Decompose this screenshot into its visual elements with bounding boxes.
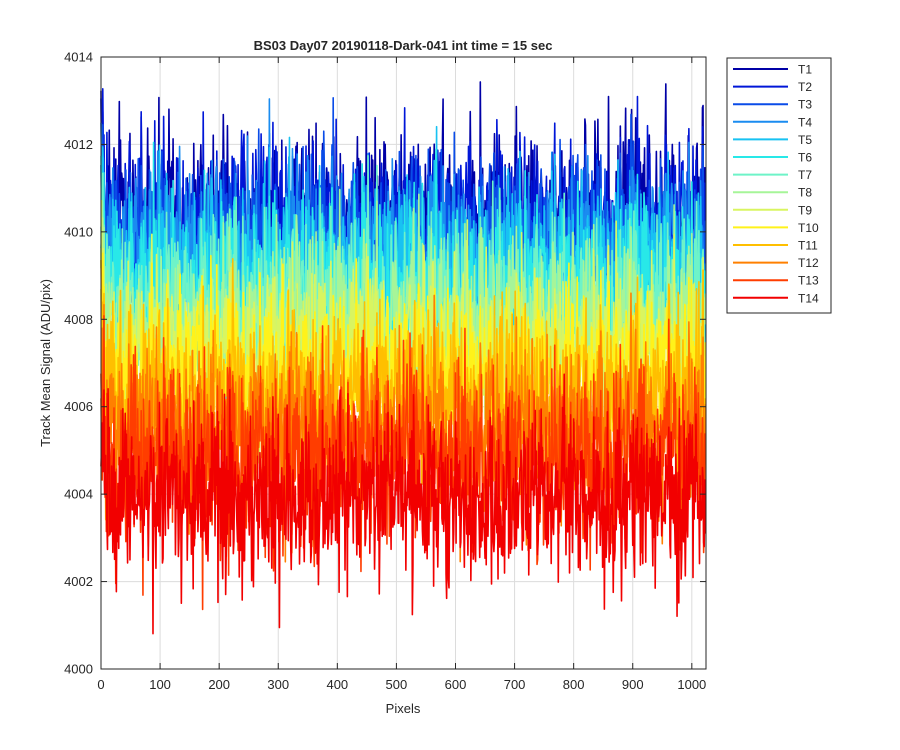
legend-label-t3: T3 bbox=[798, 98, 812, 112]
legend-label-t2: T2 bbox=[798, 80, 812, 94]
legend-label-t4: T4 bbox=[798, 115, 812, 129]
y-tick-label: 4010 bbox=[64, 224, 93, 239]
plot-area: 0 100 200 300 400 500 600 700 800 900 1000 4000400… bbox=[64, 50, 707, 692]
plot-frame bbox=[100, 56, 707, 670]
legend-label-t8: T8 bbox=[798, 186, 812, 200]
chart-title: BS03 Day07 20190118-Dark-041 int time = … bbox=[254, 38, 553, 53]
x-tick-label: 400 bbox=[326, 677, 348, 692]
y-tick-label: 4014 bbox=[64, 50, 93, 65]
x-tick-label: 500 bbox=[386, 677, 408, 692]
legend-label-t11: T11 bbox=[798, 239, 818, 253]
x-axis: 0 100 200 300 400 500 600 700 800 900 1000 bbox=[97, 57, 706, 692]
x-tick-label: 300 bbox=[267, 677, 289, 692]
y-tick-label: 4012 bbox=[64, 137, 93, 152]
x-tick-label: 0 bbox=[97, 677, 104, 692]
y-axis-label: Track Mean Signal (ADU/pix) bbox=[38, 279, 53, 447]
x-axis-label: Pixels bbox=[386, 701, 421, 716]
x-tick-label: 1000 bbox=[677, 677, 706, 692]
legend-label-t7: T7 bbox=[798, 168, 812, 182]
y-tick-label: 4004 bbox=[64, 487, 93, 502]
y-tick-label: 4000 bbox=[64, 662, 93, 677]
legend-label-t1: T1 bbox=[798, 63, 812, 77]
legend-items: T1 T2 T3 T4 T5 T6 T7 T8 T9 T10 T11 T12 T13 T14 bbox=[733, 63, 819, 305]
series-group bbox=[100, 81, 707, 635]
legend-label-t14: T14 bbox=[798, 291, 819, 305]
x-tick-label: 900 bbox=[622, 677, 644, 692]
y-axis: 4000 4002 4004 4006 4008 4010 4012 4014 bbox=[64, 50, 706, 677]
legend-label-t9: T9 bbox=[798, 203, 812, 217]
legend-label-t13: T13 bbox=[798, 274, 819, 288]
legend-box bbox=[726, 57, 832, 314]
y-tick-label: 4002 bbox=[64, 574, 93, 589]
legend-label-t10: T10 bbox=[798, 221, 819, 235]
x-tick-label: 700 bbox=[504, 677, 526, 692]
series-line-t14 bbox=[100, 373, 707, 635]
legend-label-t6: T6 bbox=[798, 151, 812, 165]
x-tick-label: 100 bbox=[149, 677, 171, 692]
x-tick-label: 800 bbox=[563, 677, 585, 692]
y-tick-label: 4008 bbox=[64, 312, 93, 327]
x-tick-label: 200 bbox=[208, 677, 230, 692]
legend: T1 T2 T3 T4 T5 T6 T7 T8 T9 T10 T11 T12 T13 T14 bbox=[726, 57, 832, 314]
x-tick-label: 600 bbox=[445, 677, 467, 692]
legend-label-t12: T12 bbox=[798, 256, 819, 270]
y-tick-label: 4006 bbox=[64, 399, 93, 414]
legend-label-t5: T5 bbox=[798, 133, 812, 147]
